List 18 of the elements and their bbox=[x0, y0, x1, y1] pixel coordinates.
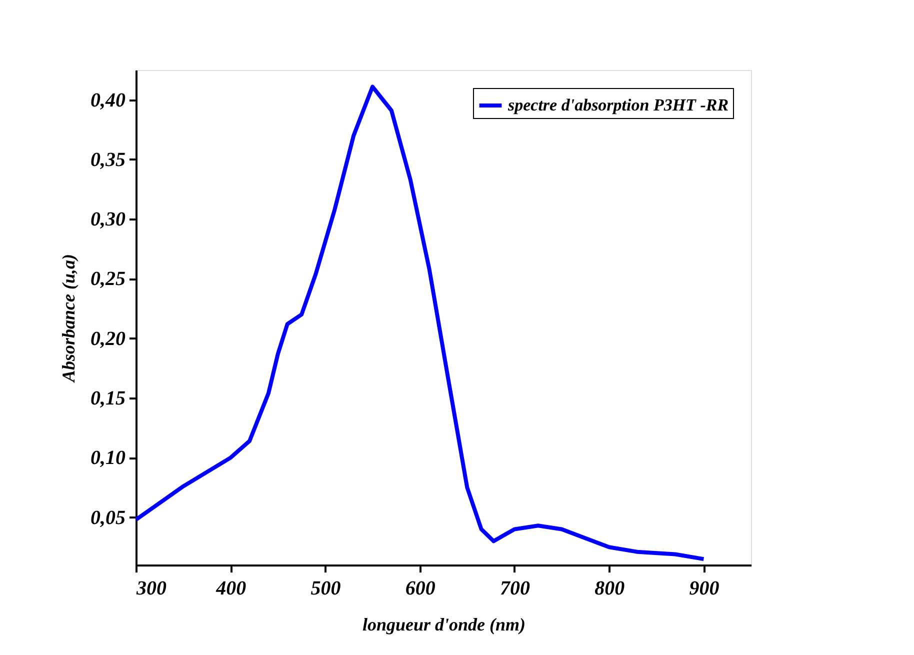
y-tick-label: 0,30 bbox=[90, 208, 126, 231]
y-tick-label: 0,15 bbox=[90, 388, 126, 410]
x-tick-label: 900 bbox=[689, 578, 720, 600]
x-tick-label: 300 bbox=[136, 578, 166, 600]
y-tick-label: 0,25 bbox=[90, 268, 126, 290]
y-tick-label: 0,35 bbox=[90, 148, 126, 171]
x-tick-label: 500 bbox=[310, 578, 341, 600]
y-tick-label: 0,05 bbox=[90, 506, 126, 529]
y-tick-label: 0,10 bbox=[90, 447, 126, 470]
y-axis-title: Absorbance (u,a) bbox=[58, 254, 78, 384]
x-tick-label: 600 bbox=[405, 578, 436, 600]
legend-label: spectre d'absorption P3HT -RR bbox=[507, 96, 729, 114]
y-tick-label: 0,40 bbox=[90, 89, 126, 112]
x-axis-title: longueur d'onde (nm) bbox=[362, 614, 526, 634]
x-tick-label: 700 bbox=[500, 578, 530, 600]
y-tick-label: 0,20 bbox=[90, 328, 126, 350]
x-tick-label: 400 bbox=[215, 578, 246, 600]
x-tick-label: 800 bbox=[594, 578, 625, 600]
